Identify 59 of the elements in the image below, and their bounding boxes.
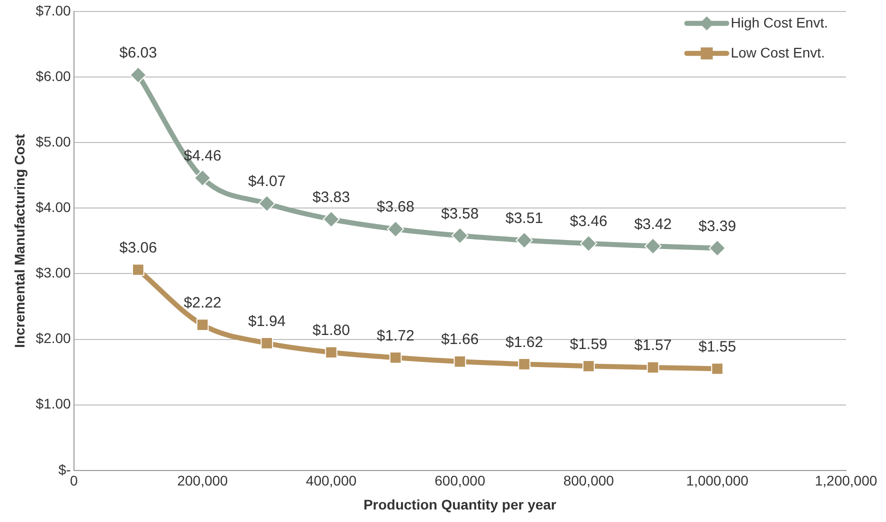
x-tick-label: 800,000 xyxy=(563,472,614,489)
data-label: $3.68 xyxy=(376,198,414,216)
data-label: $4.07 xyxy=(248,173,286,190)
point xyxy=(132,264,144,276)
x-tick-label: 1,000,000 xyxy=(686,472,749,489)
y-tick-label: $2.00 xyxy=(36,330,72,346)
data-label: $3.06 xyxy=(119,239,157,256)
data-label: $3.83 xyxy=(312,188,350,206)
x-tick-label: 1,200,000 xyxy=(814,472,878,489)
data-label: $1.55 xyxy=(698,338,736,356)
point xyxy=(387,220,404,238)
y-tick-label: $- xyxy=(58,461,72,478)
data-label: $1.66 xyxy=(441,331,479,348)
data-label: $1.72 xyxy=(376,327,414,344)
point xyxy=(711,362,724,375)
point xyxy=(194,169,212,186)
y-tick-label: $7.00 xyxy=(36,2,72,18)
data-label: $3.46 xyxy=(570,213,608,230)
x-tick-label: 400,000 xyxy=(306,472,357,489)
data-label: $1.80 xyxy=(312,322,350,340)
point xyxy=(580,235,598,252)
x-tick-label: 600,000 xyxy=(434,472,486,489)
point xyxy=(644,238,662,255)
legend-label: Low Cost Envt. xyxy=(730,44,825,60)
point xyxy=(451,227,468,244)
point xyxy=(582,360,595,372)
data-label: $3.42 xyxy=(634,216,672,233)
point xyxy=(454,355,466,368)
point xyxy=(518,358,530,370)
data-label: $1.94 xyxy=(248,312,286,330)
point xyxy=(325,346,338,359)
x-axis-title: Production Quantity per year xyxy=(363,496,557,512)
data-label: $3.51 xyxy=(505,210,544,227)
legend-label: High Cost Envt. xyxy=(730,14,828,30)
y-tick-label: $6.00 xyxy=(36,68,72,84)
data-label: $3.39 xyxy=(698,218,736,235)
data-label: $1.62 xyxy=(505,334,544,351)
data-label: $4.46 xyxy=(184,148,222,165)
point xyxy=(516,232,533,249)
point xyxy=(260,337,274,350)
data-label: $3.58 xyxy=(441,205,479,222)
point xyxy=(389,351,402,364)
point xyxy=(646,361,660,374)
x-tick-label: 200,000 xyxy=(177,472,228,489)
point xyxy=(322,210,340,228)
y-axis-title: Incremental Manufacturing Cost xyxy=(11,134,28,348)
point xyxy=(196,318,209,331)
point xyxy=(130,66,147,84)
data-label: $1.57 xyxy=(634,337,672,354)
y-tick-label: $3.00 xyxy=(36,264,72,281)
data-label: $2.22 xyxy=(184,294,222,312)
y-tick-label: $5.00 xyxy=(36,133,72,150)
y-tick-label: $1.00 xyxy=(36,396,72,412)
y-tick-label: $4.00 xyxy=(36,198,72,215)
data-label: $6.03 xyxy=(119,44,157,62)
point xyxy=(708,240,726,257)
x-tick-label: 0 xyxy=(70,472,78,489)
point xyxy=(258,195,276,212)
data-label: $1.59 xyxy=(570,336,608,353)
